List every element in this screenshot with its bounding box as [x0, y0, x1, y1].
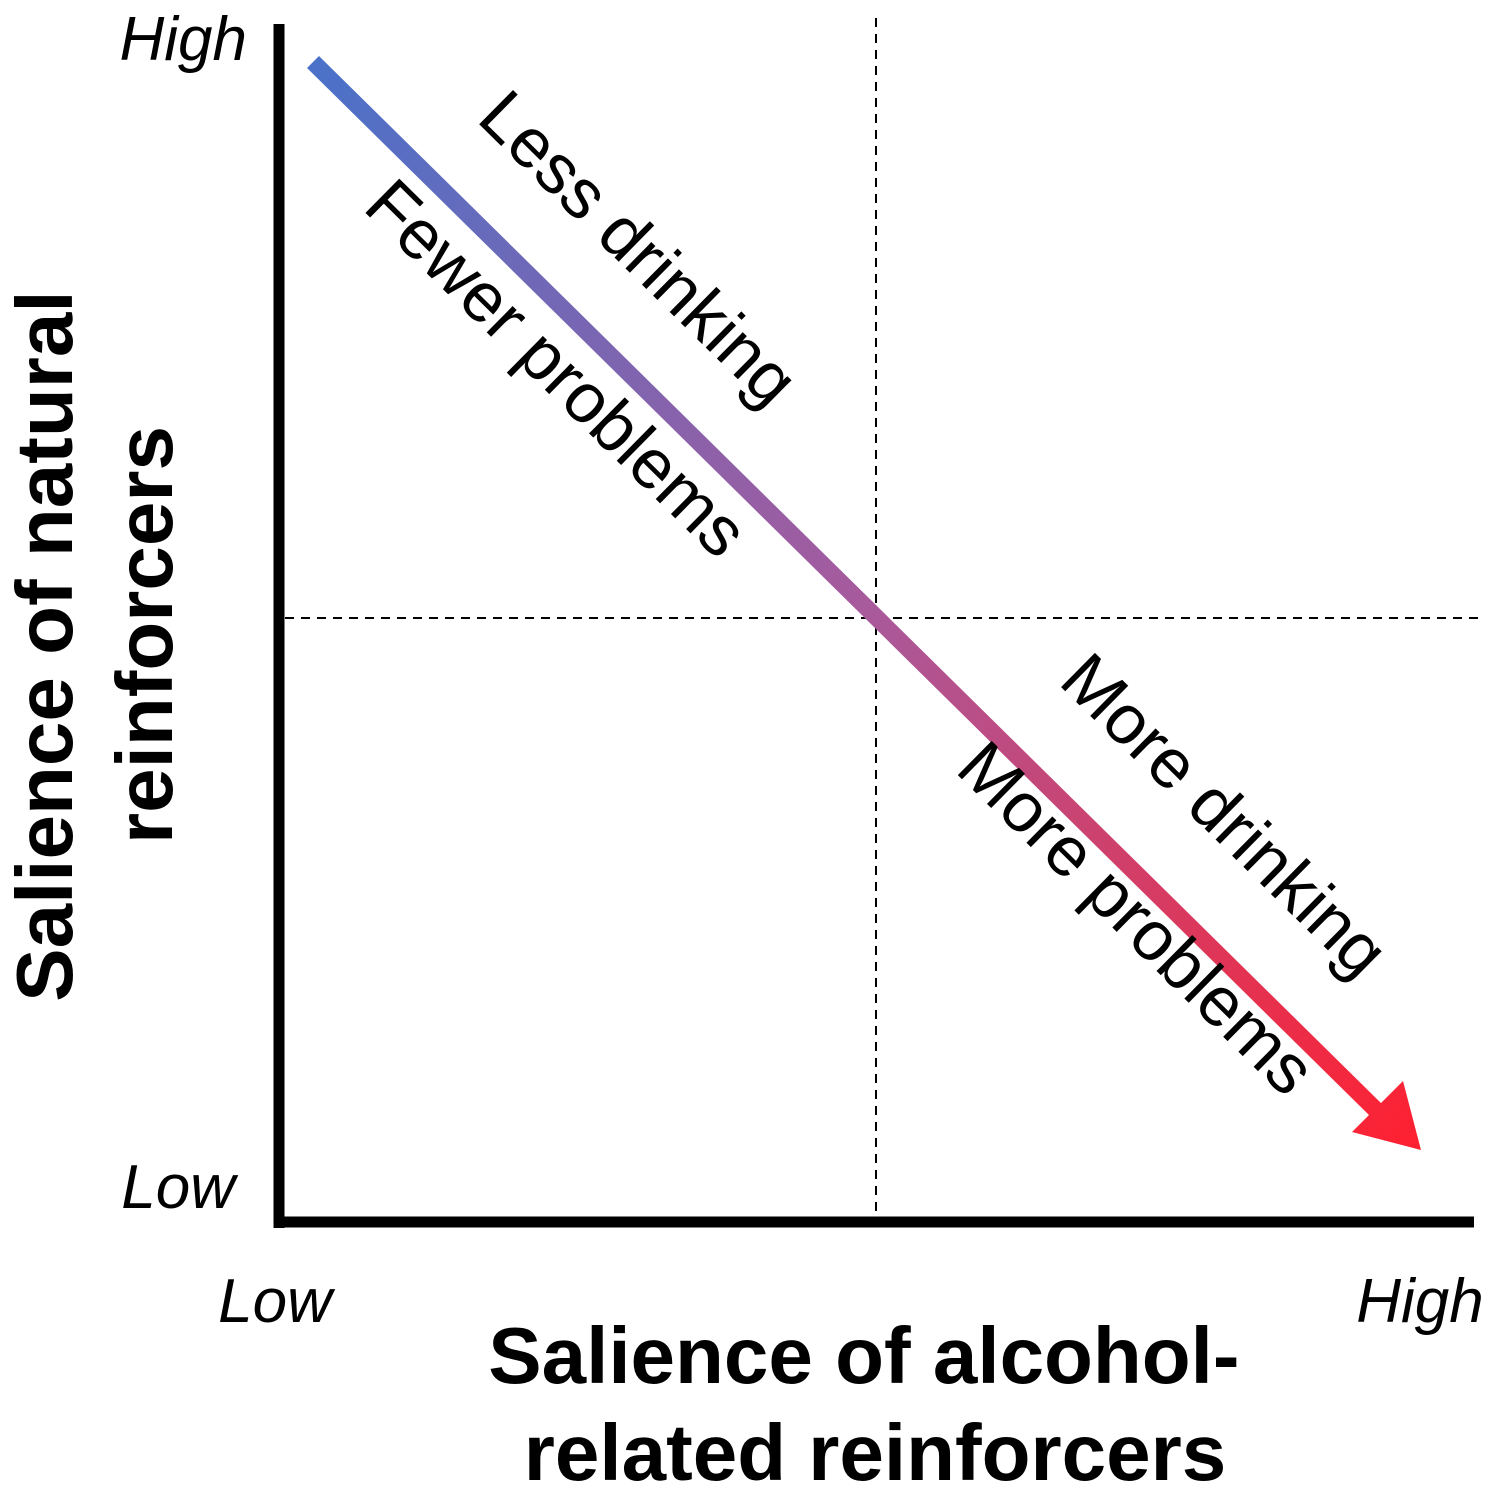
x-axis-title-line-1: Salience of alcohol-	[488, 1311, 1239, 1400]
more-drinking-label: More drinking	[1046, 638, 1403, 991]
y-axis-title-line-1: Salience of natural	[0, 290, 89, 1001]
x-low-label: Low	[218, 1267, 336, 1336]
diagonal-arrow-head	[1352, 1081, 1421, 1150]
x-high-label: High	[1356, 1267, 1484, 1336]
y-axis-title: Salience of natural reinforcers	[0, 268, 189, 1002]
y-axis-title-line-2: reinforcers	[100, 426, 189, 844]
fewer-problems-label: Fewer problems	[351, 164, 763, 572]
y-high-label: High	[119, 5, 247, 74]
y-low-label: Low	[121, 1153, 239, 1222]
x-axis-title-line-2: related reinforcers	[524, 1408, 1227, 1497]
diagonal-arrow-shaft	[307, 55, 1384, 1119]
more-problems-label: More problems	[943, 726, 1330, 1109]
x-axis-title: Salience of alcohol- related reinforcers	[488, 1311, 1262, 1497]
